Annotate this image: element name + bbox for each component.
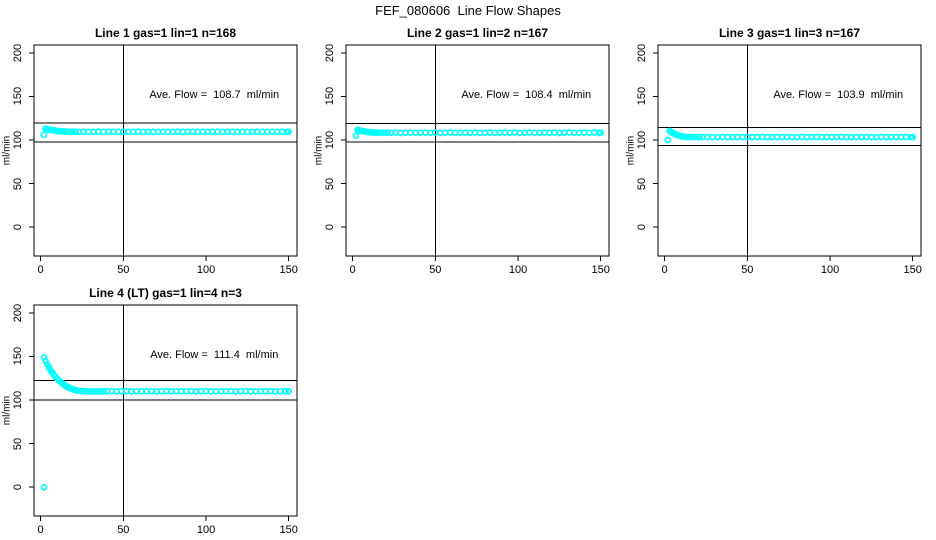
flow-data-point (377, 129, 385, 137)
flow-data-point (62, 128, 69, 135)
flow-data-point (90, 388, 97, 395)
flow-data-point (686, 133, 693, 141)
y-tick-label: 100 (12, 130, 24, 150)
flow-data-point (384, 129, 391, 137)
x-tick-label: 150 (903, 264, 922, 276)
y-tick-label: 0 (12, 484, 24, 491)
y-tick-label: 200 (324, 43, 336, 63)
panel-2-y-axis-label: ml/min (313, 135, 325, 165)
panel-2-title: Line 2 gas=1 lin=2 n=167 (406, 26, 549, 40)
flow-data-point (597, 129, 605, 137)
panel-1-avg-flow-annotation: Ave. Flow = 108.7 ml/min (149, 89, 280, 102)
flow-data-point (93, 388, 101, 395)
flow-data-point (68, 128, 76, 136)
flow-data-point (380, 129, 388, 137)
flow-data-point (86, 388, 94, 395)
plot-box (33, 304, 298, 517)
panel-4-y-axis-label: ml/min (1, 395, 13, 425)
y-tick-label: 0 (12, 224, 24, 231)
x-tick-label: 150 (279, 524, 298, 536)
main-title: FEF_080606 Line Flow Shapes (375, 3, 561, 18)
x-tick-label: 50 (741, 264, 754, 276)
x-tick-label: 50 (117, 264, 130, 276)
flow-data-point (664, 136, 672, 144)
x-tick-label: 0 (661, 264, 668, 276)
y-tick-label: 150 (12, 347, 24, 366)
panel-3-avg-flow-annotation: Ave. Flow = 103.9 ml/min (773, 89, 904, 102)
y-tick-label: 150 (636, 87, 648, 106)
flow-data-point (692, 133, 700, 141)
y-tick-label: 0 (636, 224, 648, 231)
x-tick-label: 0 (37, 264, 44, 276)
panel-4-title: Line 4 (LT) gas=1 lin=4 n=3 (89, 286, 242, 300)
panel-1-y-axis-label: ml/min (1, 135, 13, 165)
y-tick-label: 200 (636, 43, 648, 63)
plot-box (33, 44, 298, 257)
flow-data-point (285, 387, 293, 395)
flow-data-point (100, 387, 107, 395)
y-tick-label: 100 (636, 130, 648, 150)
y-tick-label: 50 (636, 177, 648, 190)
flow-data-point (40, 483, 48, 491)
flow-data-point (76, 387, 84, 395)
y-tick-label: 0 (324, 224, 336, 231)
flow-data-point (83, 387, 91, 395)
x-tick-label: 150 (279, 264, 298, 276)
x-tick-label: 0 (349, 264, 356, 276)
y-tick-label: 50 (12, 177, 24, 190)
panel-4-avg-flow-annotation: Ave. Flow = 111.4 ml/min (150, 349, 279, 362)
flow-data-point (282, 387, 289, 395)
panel-3-title: Line 3 gas=1 lin=3 n=167 (718, 26, 861, 40)
plot-box (657, 44, 922, 257)
flow-data-point (696, 133, 703, 141)
flow-data-point (689, 133, 697, 141)
flow-data-point (65, 128, 73, 135)
flow-data-point (80, 387, 87, 395)
plot-box (345, 44, 610, 257)
y-tick-label: 50 (12, 437, 24, 450)
panel-3-y-axis-label: ml/min (625, 135, 637, 165)
y-tick-label: 150 (12, 87, 24, 106)
flow-data-point (352, 132, 360, 140)
x-tick-label: 100 (820, 264, 840, 276)
x-tick-label: 50 (429, 264, 442, 276)
y-tick-label: 100 (12, 390, 24, 410)
panel-1-title: Line 1 gas=1 lin=1 n=168 (94, 26, 237, 40)
flow-data-point (909, 133, 917, 141)
flow-data-point (40, 131, 48, 139)
x-tick-label: 150 (591, 264, 610, 276)
y-tick-label: 150 (324, 87, 336, 106)
flow-data-point (72, 128, 79, 136)
x-tick-label: 100 (196, 264, 216, 276)
y-tick-label: 200 (12, 43, 24, 63)
flow-data-point (73, 387, 81, 394)
flow-data-point (374, 129, 381, 136)
flow-data-point (285, 128, 293, 136)
x-tick-label: 100 (196, 524, 216, 536)
y-tick-label: 50 (324, 177, 336, 190)
x-tick-label: 50 (117, 524, 130, 536)
y-tick-label: 100 (324, 130, 336, 150)
panel-2-avg-flow-annotation: Ave. Flow = 108.4 ml/min (461, 89, 592, 102)
flow-data-point (96, 388, 104, 395)
x-tick-label: 100 (508, 264, 528, 276)
x-tick-label: 0 (37, 524, 44, 536)
y-tick-label: 200 (12, 303, 24, 323)
